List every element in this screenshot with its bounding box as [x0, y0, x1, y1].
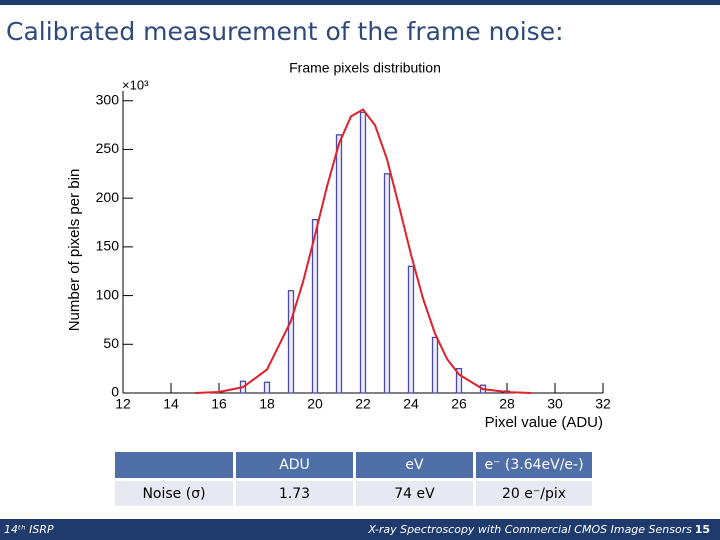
bar — [455, 367, 463, 394]
table-header-empty — [115, 452, 233, 478]
y-tick-label: 250 — [96, 140, 120, 156]
x-tick-label: 14 — [163, 396, 179, 412]
table-header-text: eV — [405, 457, 424, 473]
x-tick-label: 20 — [307, 396, 323, 412]
plot: 0 50 100 150 200 250 300 12 14 16 18 20 22 24 26 28 30 32 — [96, 91, 611, 412]
bar — [359, 111, 367, 394]
fit-curve — [194, 108, 532, 394]
table-header-text: e⁻ (3.64eV/e-) — [484, 457, 583, 473]
slide-title: Calibrated measurement of the frame nois… — [6, 17, 564, 46]
y-tick-label: 0 — [111, 384, 119, 400]
table-cell-text: 74 eV — [394, 486, 435, 502]
y-scale-label: ×10³ — [122, 77, 149, 92]
footer-center: X-ray Spectroscopy with Commercial CMOS … — [367, 523, 692, 536]
table-cell-text: 20 e⁻/pix — [502, 486, 566, 502]
table-cell — [356, 481, 473, 506]
table: ADU eV e⁻ (3.64eV/e-) Noise (σ) 1.73 74 eV 20 … — [115, 452, 592, 506]
table-header-cell — [476, 452, 592, 478]
y-tick-label: 150 — [96, 238, 120, 254]
y-axis-label: Number of pixels per bin — [66, 169, 83, 332]
bar — [431, 336, 439, 394]
x-tick-label: 12 — [115, 396, 131, 412]
table-cell-text: Noise (σ) — [142, 486, 205, 502]
y-tick-label: 200 — [96, 189, 120, 205]
x-tick-label: 18 — [259, 396, 275, 412]
chart-title: Frame pixels distribution — [289, 60, 441, 76]
y-tick-label: 50 — [103, 335, 119, 351]
x-tick-label: 32 — [595, 396, 611, 412]
y-tick-label: 100 — [96, 286, 120, 302]
x-tick-label: 26 — [451, 396, 467, 412]
x-tick-label: 24 — [403, 396, 419, 412]
table-header-cell — [356, 452, 473, 478]
footer-left: 14ᵗʰ ISRP — [4, 523, 54, 536]
footer-bar — [0, 519, 720, 540]
bar — [287, 290, 295, 394]
top-bar — [0, 0, 720, 5]
table-cell — [115, 481, 233, 506]
y-tick-label: 300 — [96, 91, 120, 107]
bar — [263, 381, 271, 394]
bar — [407, 265, 415, 394]
x-tick-label: 30 — [547, 396, 563, 412]
x-tick-label: 16 — [211, 396, 227, 412]
table-cell-text: 1.73 — [279, 486, 310, 502]
table-cell — [476, 481, 592, 506]
bar — [311, 218, 319, 394]
table-cell — [236, 481, 353, 506]
table-header-cell — [236, 452, 353, 478]
x-tick-label: 28 — [499, 396, 515, 412]
table-header-text: ADU — [279, 457, 310, 473]
x-tick-label: 22 — [355, 396, 371, 412]
bar — [335, 134, 343, 394]
page-number: 15 — [695, 523, 710, 536]
bar — [383, 173, 391, 394]
x-axis-label: Pixel value (ADU) — [485, 414, 603, 431]
